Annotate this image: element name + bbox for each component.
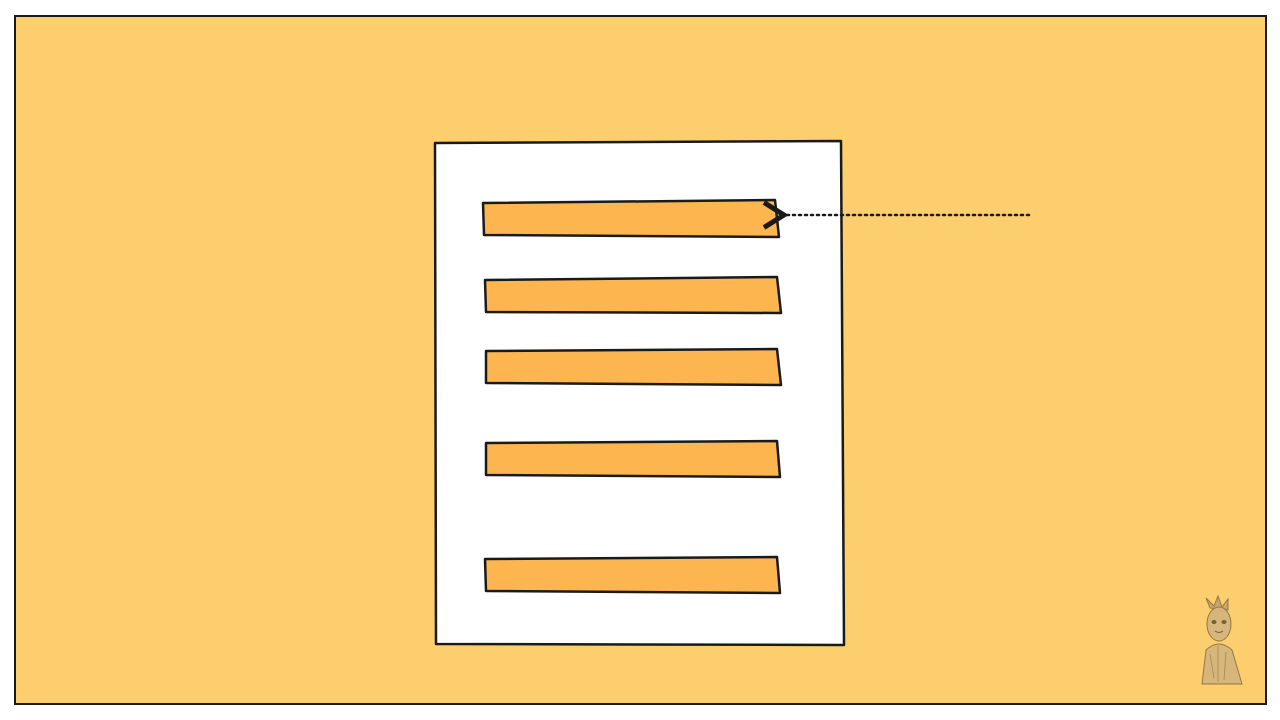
- document-bar-2: [483, 275, 783, 315]
- document-bars: [481, 198, 783, 595]
- document-bar-4: [484, 439, 782, 479]
- tree-character-icon: [1201, 594, 1243, 685]
- document-bar-1: [481, 198, 781, 239]
- document-bar-3: [484, 347, 783, 387]
- document-bar-5: [483, 555, 782, 595]
- document-page: [433, 139, 846, 647]
